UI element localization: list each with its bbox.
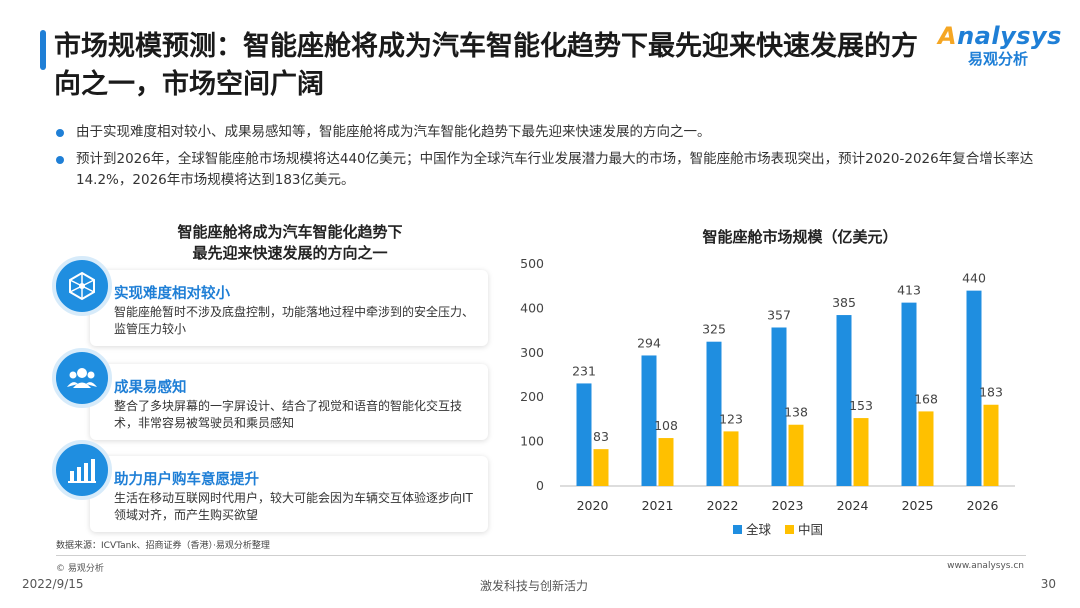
card-desc: 智能座舱暂时不涉及底盘控制，功能落地过程中牵涉到的安全压力、监管压力较小: [114, 305, 475, 336]
bar-global: [576, 383, 592, 486]
bar-global: [641, 355, 657, 486]
data-label: 385: [832, 295, 856, 310]
bar-china: [658, 438, 674, 486]
bar-china: [853, 418, 869, 486]
x-tick-label: 2021: [642, 498, 674, 513]
data-label: 440: [962, 271, 986, 286]
bar-china: [723, 431, 739, 486]
y-tick-label: 500: [520, 256, 544, 271]
page-number: 30: [1040, 577, 1056, 591]
data-label: 123: [719, 411, 743, 426]
users-icon: [52, 348, 112, 408]
x-tick-label: 2022: [707, 498, 739, 513]
bar-china: [983, 404, 999, 486]
data-label: 325: [702, 322, 726, 337]
y-tick-label: 200: [520, 389, 544, 404]
copyright: © 易观分析: [56, 564, 104, 574]
legend-swatch: [785, 525, 794, 534]
brand-logo: Analysys 易观分析: [938, 22, 1061, 69]
logo-cn: 易观分析: [967, 50, 1028, 68]
x-tick-label: 2024: [837, 498, 869, 513]
feature-card: 实现难度相对较小 智能座舱暂时不涉及底盘控制，功能落地过程中牵涉到的安全压力、监…: [90, 270, 488, 346]
page-title: 市场规模预测：智能座舱将成为汽车智能化趋势下最先迎来快速发展的方向之一，市场空间…: [54, 31, 918, 100]
logo-text: nalysys: [957, 22, 1062, 50]
x-tick-label: 2026: [967, 498, 999, 513]
feature-card: 成果易感知 整合了多块屏幕的一字屏设计、结合了视觉和语音的智能化交互技术，非常容…: [90, 364, 488, 440]
chart-title: 智能座舱市场规模（亿美元）: [702, 228, 898, 246]
left-title-line2: 最先迎来快速发展的方向之一: [192, 244, 388, 262]
bar-china: [593, 449, 609, 486]
data-label: 153: [849, 398, 873, 413]
bar-global: [836, 315, 852, 486]
data-label: 357: [767, 307, 791, 322]
data-label: 294: [637, 335, 661, 350]
feature-card: 助力用户购车意愿提升 生活在移动互联网时代用户，较大可能会因为车辆交互体验逐步向…: [90, 456, 488, 532]
left-title-line1: 智能座舱将成为汽车智能化趋势下: [177, 223, 403, 241]
network-icon: [52, 256, 112, 316]
bar-global: [901, 302, 917, 486]
x-tick-label: 2020: [577, 498, 609, 513]
data-label: 413: [897, 283, 921, 298]
y-tick-label: 400: [520, 300, 544, 315]
slogan: 激发科技与创新活力: [480, 579, 589, 593]
bar-chart-icon: [52, 440, 112, 500]
legend-label: 全球: [746, 522, 772, 537]
y-tick-label: 300: [520, 345, 544, 360]
summary-bullets: 由于实现难度相对较小、成果易感知等，智能座舱将成为汽车智能化趋势下最先迎来快速发…: [56, 122, 1046, 197]
footer-divider: [56, 555, 1026, 556]
x-tick-label: 2023: [772, 498, 804, 513]
report-date: 2022/9/15: [22, 577, 84, 591]
bar-chart: 0 100 200 300 400 500 231 83 2020 294 108 2021 325 12…: [520, 256, 1015, 537]
bullet-item: 由于实现难度相对较小、成果易感知等，智能座舱将成为汽车智能化趋势下最先迎来快速发…: [56, 122, 1046, 143]
y-tick-label: 100: [520, 434, 544, 449]
x-tick-label: 2025: [902, 498, 934, 513]
data-label: 138: [784, 405, 808, 420]
data-label: 168: [914, 391, 938, 406]
bar-china: [918, 411, 934, 486]
bullet-item: 预计到2026年，全球智能座舱市场规模将达440亿美元；中国作为全球汽车行业发展…: [56, 149, 1046, 191]
card-desc: 整合了多块屏幕的一字屏设计、结合了视觉和语音的智能化交互技术，非常容易被驾驶员和…: [114, 399, 463, 430]
left-panel-title: 智能座舱将成为汽车智能化趋势下 最先迎来快速发展的方向之一: [110, 222, 470, 264]
bar-global: [706, 341, 722, 486]
data-source: 数据来源：ICVTank、招商证券（香港）·易观分析整理: [56, 541, 270, 551]
logo-initial: A: [938, 22, 958, 50]
data-label: 231: [572, 363, 596, 378]
card-desc: 生活在移动互联网时代用户，较大可能会因为车辆交互体验逐步向IT领域对齐，而产生购…: [114, 491, 473, 522]
card-title: 实现难度相对较小: [114, 286, 230, 302]
y-tick-label: 0: [536, 478, 544, 493]
data-label: 108: [654, 418, 678, 433]
legend-swatch: [733, 525, 742, 534]
card-title: 助力用户购车意愿提升: [114, 472, 259, 488]
legend-label: 中国: [798, 522, 823, 537]
bar-china: [788, 424, 804, 486]
title-accent-bar: [40, 30, 46, 70]
bar-global: [966, 290, 982, 486]
card-title: 成果易感知: [114, 380, 187, 396]
website: www.analysys.cn: [947, 561, 1024, 571]
bar-global: [771, 327, 787, 486]
data-label: 83: [593, 429, 609, 444]
data-label: 183: [979, 385, 1003, 400]
